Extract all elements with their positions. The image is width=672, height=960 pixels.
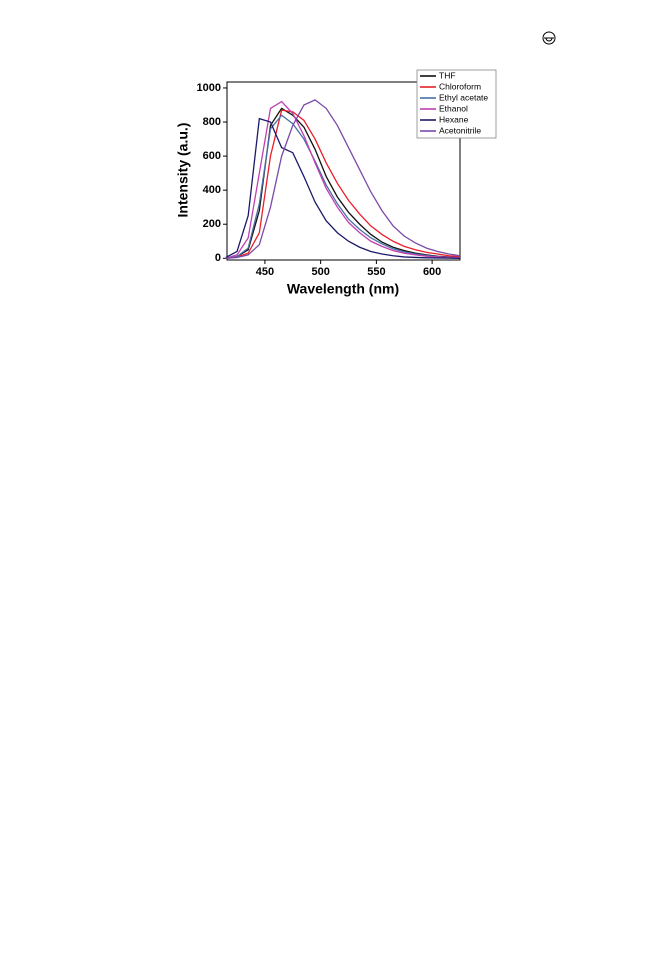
y-tick-label: 600: [203, 150, 221, 162]
series-line: [225, 117, 461, 259]
x-tick-label: 500: [311, 266, 329, 278]
plot-frame: [226, 81, 461, 261]
series-line: [225, 99, 461, 259]
x-tick-label: 550: [367, 266, 385, 278]
corner-icon: [542, 31, 556, 45]
legend-label: Chloroform: [439, 81, 481, 91]
y-tick-label: 1000: [197, 82, 221, 94]
legend-label: Hexane: [439, 114, 469, 124]
y-tick-label: 400: [203, 184, 221, 196]
legend-box: [416, 69, 497, 139]
legend-label: Acetonitrile: [439, 125, 481, 135]
legend-label: Ethanol: [439, 103, 468, 113]
x-tick-label: 600: [423, 266, 441, 278]
y-axis-label: Intensity (a.u.): [175, 123, 191, 218]
y-tick-label: 0: [215, 252, 221, 264]
x-tick-label: 450: [256, 266, 274, 278]
x-axis-label: Wavelength (nm): [287, 281, 399, 297]
series-line: [225, 109, 461, 259]
y-tick-label: 800: [203, 116, 221, 128]
series-line: [225, 114, 461, 259]
legend-label: Ethyl acetate: [439, 92, 488, 102]
legend-label: THF: [439, 70, 456, 80]
y-tick-label: 200: [203, 218, 221, 230]
series-line: [225, 100, 461, 259]
